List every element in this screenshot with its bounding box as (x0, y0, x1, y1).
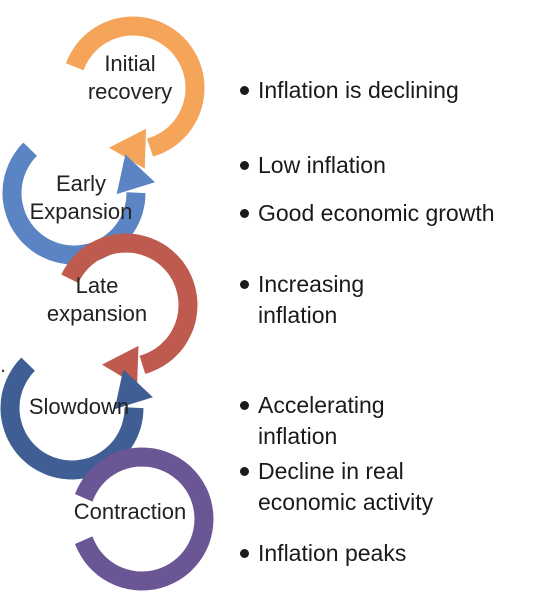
bullet-item: Good economic growth (240, 198, 495, 229)
arrow-slowdown (0, 357, 153, 480)
arrow-head (109, 128, 146, 169)
arc-band (74, 447, 214, 591)
stage-label-contraction: Contraction (73, 499, 187, 524)
bullet-dot (240, 401, 249, 410)
cropped-edge-mark: . (0, 352, 7, 377)
bullet-dot (240, 161, 249, 170)
arc-band (61, 233, 198, 374)
arrow-head (116, 154, 155, 195)
arc-band (2, 142, 146, 265)
bullet-item: Increasing inflation (240, 269, 364, 331)
stage-label-early-expansion: Early Expansion (29, 171, 133, 224)
arrow-initial-recovery (65, 16, 205, 169)
bullet-dot (240, 467, 249, 476)
bullet-item: Accelerating inflation (240, 390, 385, 452)
arrow-head (114, 369, 153, 410)
bullet-item: Inflation is declining (240, 75, 459, 106)
bullet-dot (240, 549, 249, 558)
bullet-item: Decline in real economic activity (240, 456, 433, 518)
stage-label-initial-recovery: Initial recovery (87, 51, 173, 104)
bullet-item: Inflation peaks (240, 538, 406, 569)
arrow-contraction (74, 447, 214, 591)
arc-band (0, 357, 144, 480)
arc-band (65, 16, 205, 157)
bullet-item: Low inflation (240, 150, 386, 181)
bullet-dot (240, 209, 249, 218)
stage-label-slowdown: Slowdown (28, 394, 130, 419)
bullet-dot (240, 280, 249, 289)
bullet-dot (240, 86, 249, 95)
arrow-early-expansion (2, 142, 155, 265)
stage-label-late-expansion: Late expansion (46, 273, 148, 326)
